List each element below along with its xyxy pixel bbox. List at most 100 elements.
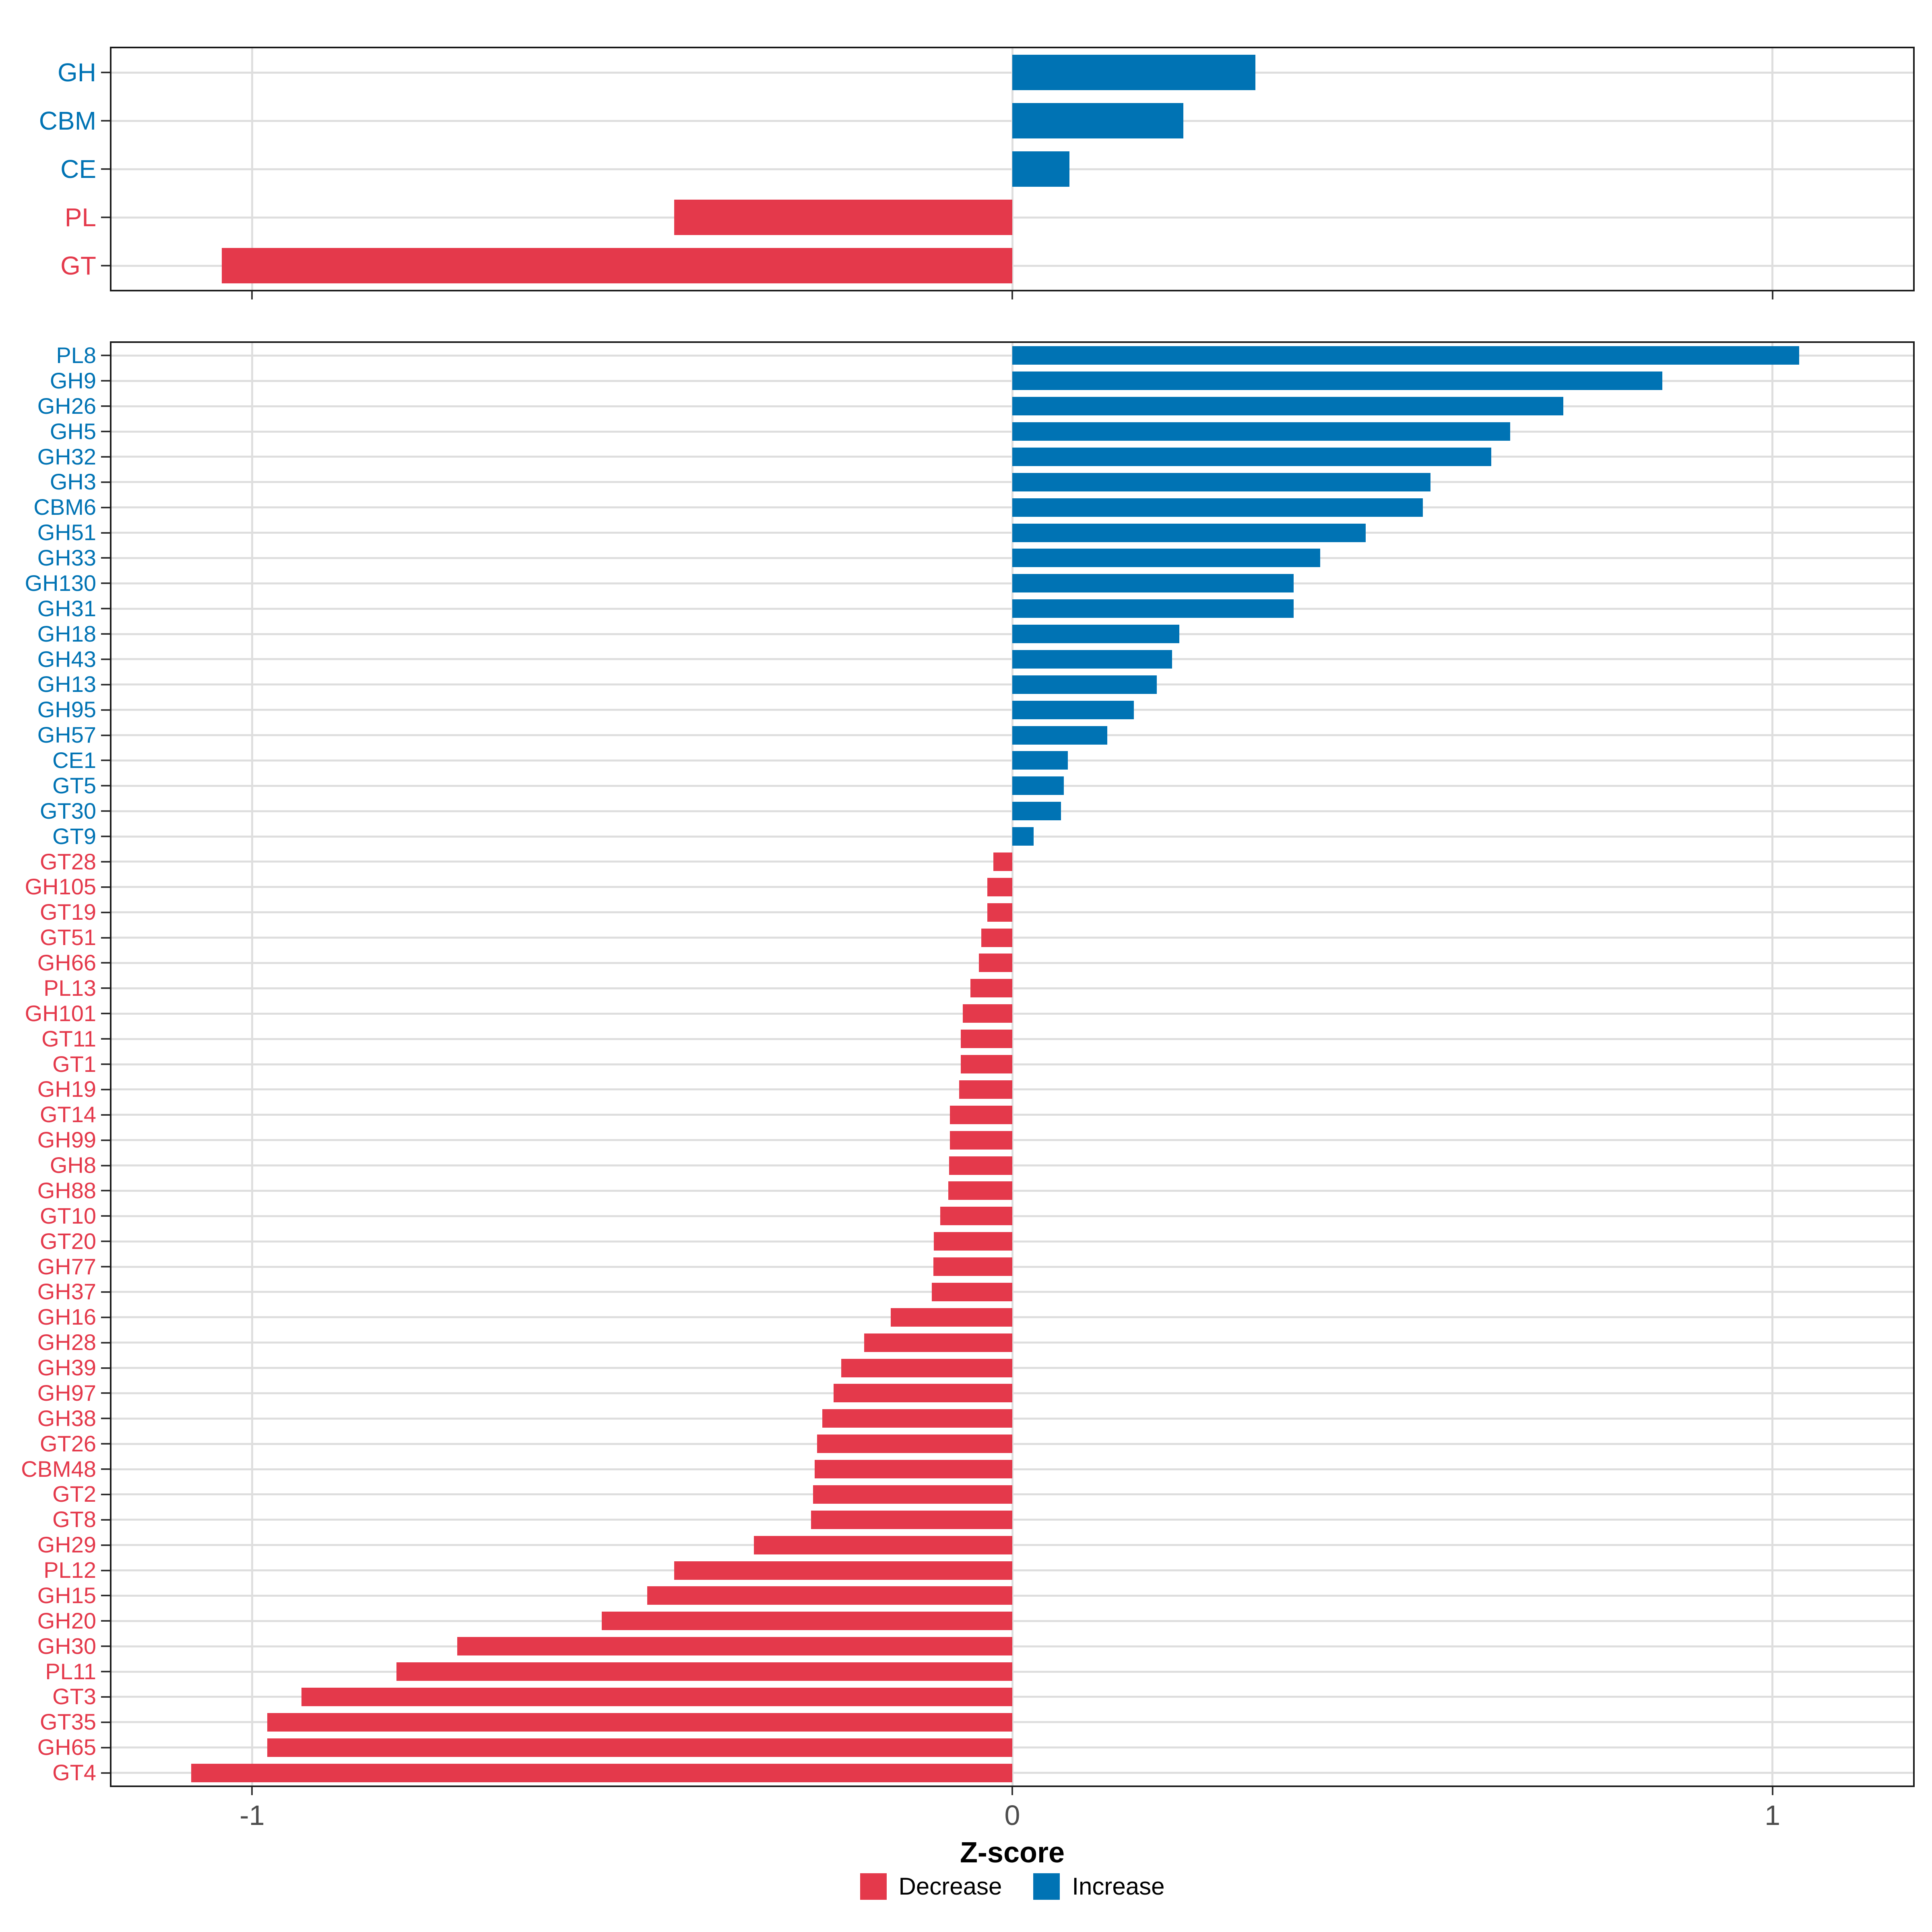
y-axis-label-GT1: GT1	[52, 1051, 96, 1077]
y-axis-label-PL11: PL11	[45, 1658, 96, 1684]
y-axis-label-GH105: GH105	[25, 874, 96, 900]
y-axis-label-GH39: GH39	[37, 1355, 96, 1381]
y-gridline	[111, 1164, 1913, 1166]
y-gridline	[111, 1417, 1913, 1420]
x-axis-tick	[1011, 291, 1013, 299]
y-axis-label-PL8: PL8	[56, 343, 96, 368]
bar-GH28	[864, 1333, 1012, 1352]
y-gridline	[111, 1367, 1913, 1369]
y-gridline	[111, 1670, 1913, 1673]
bar-GH20	[602, 1612, 1012, 1631]
bar-CBM48	[814, 1460, 1012, 1479]
bar-GH30	[457, 1637, 1012, 1656]
bar-GT5	[1012, 776, 1064, 795]
bar-GT51	[981, 928, 1012, 947]
bar-GH5	[1012, 422, 1511, 441]
bar-GT9	[1012, 827, 1034, 846]
y-gridline	[111, 1088, 1913, 1091]
y-axis-label-GH65: GH65	[37, 1734, 96, 1760]
bar-CE	[1012, 151, 1069, 187]
bar-GT20	[934, 1232, 1012, 1251]
y-axis-tick	[101, 582, 110, 584]
y-gridline	[111, 1468, 1913, 1470]
y-gridline	[111, 1265, 1913, 1268]
y-axis-label-GH57: GH57	[37, 722, 96, 748]
y-axis-tick	[101, 557, 110, 559]
y-gridline	[111, 1594, 1913, 1597]
y-axis-tick	[101, 456, 110, 458]
y-axis-tick	[101, 911, 110, 913]
y-axis-label-PL: PL	[64, 203, 96, 232]
bar-GH19	[959, 1080, 1012, 1099]
y-axis-tick	[101, 217, 110, 218]
y-gridline	[111, 1569, 1913, 1572]
legend-item-decrease: Decrease	[860, 1872, 1002, 1900]
y-axis-tick	[101, 265, 110, 266]
y-axis-label-GH97: GH97	[37, 1380, 96, 1406]
y-axis-label-GT30: GT30	[39, 798, 96, 824]
bar-PL12	[674, 1561, 1012, 1580]
legend-label: Decrease	[898, 1873, 1002, 1900]
y-axis-label-GH19: GH19	[37, 1076, 96, 1102]
y-gridline	[111, 1721, 1913, 1724]
bar-GT35	[267, 1713, 1012, 1732]
y-gridline	[111, 216, 1913, 219]
y-axis-label-GH32: GH32	[37, 444, 96, 469]
y-gridline	[111, 1114, 1913, 1116]
bar-GT10	[940, 1207, 1012, 1226]
y-axis-label-GT5: GT5	[52, 772, 96, 798]
y-axis-tick	[101, 120, 110, 122]
y-axis-tick	[101, 1418, 110, 1420]
y-axis-tick	[101, 1063, 110, 1065]
y-gridline	[111, 1772, 1913, 1774]
bar-GH9	[1012, 372, 1662, 390]
legend-swatch-increase	[1033, 1873, 1060, 1900]
bar-GT30	[1012, 802, 1061, 821]
y-axis-tick	[101, 962, 110, 964]
y-axis-label-GH9: GH9	[50, 367, 96, 393]
y-axis-label-GH51: GH51	[37, 520, 96, 545]
y-axis-label-GH101: GH101	[25, 1000, 96, 1026]
y-gridline	[111, 1493, 1913, 1496]
y-axis-tick	[101, 168, 110, 170]
y-axis-label-GT3: GT3	[52, 1684, 96, 1709]
y-axis-tick	[101, 72, 110, 73]
bar-GT3	[301, 1687, 1012, 1706]
bar-GH32	[1012, 447, 1491, 466]
y-axis-tick	[101, 1215, 110, 1217]
bar-GT14	[950, 1105, 1012, 1124]
y-axis-label-GT19: GT19	[39, 899, 96, 925]
x-axis-tick	[251, 1787, 253, 1795]
y-axis-tick	[101, 1038, 110, 1040]
y-axis-tick	[101, 532, 110, 534]
y-axis-label-GH8: GH8	[50, 1152, 96, 1178]
y-gridline	[111, 1342, 1913, 1344]
y-gridline	[111, 1696, 1913, 1698]
y-axis-label-GH37: GH37	[37, 1279, 96, 1305]
y-gridline	[111, 1620, 1913, 1622]
y-axis-label-PL13: PL13	[43, 975, 96, 1001]
bar-GH65	[267, 1738, 1012, 1757]
y-axis-tick	[101, 1164, 110, 1166]
y-axis-tick	[101, 1316, 110, 1318]
bar-GH39	[841, 1358, 1012, 1377]
y-axis-tick	[101, 1468, 110, 1470]
y-axis-tick	[101, 633, 110, 635]
bar-PL11	[396, 1662, 1012, 1681]
y-axis-tick	[101, 1493, 110, 1495]
y-axis-label-GH13: GH13	[37, 671, 96, 697]
y-axis-tick	[101, 405, 110, 407]
y-gridline	[111, 1139, 1913, 1141]
bar-PL8	[1012, 346, 1799, 365]
y-axis-label-GH38: GH38	[37, 1405, 96, 1431]
x-axis-title: Z-score	[960, 1837, 1065, 1869]
legend-item-increase: Increase	[1033, 1872, 1164, 1900]
bar-GH101	[963, 1004, 1012, 1023]
y-axis-label-GT2: GT2	[52, 1481, 96, 1507]
bar-CBM	[1012, 103, 1183, 138]
y-axis-tick	[101, 1013, 110, 1015]
x-axis-tick-label: 1	[1765, 1800, 1781, 1831]
y-axis-tick	[101, 1595, 110, 1597]
y-axis-tick	[101, 608, 110, 610]
